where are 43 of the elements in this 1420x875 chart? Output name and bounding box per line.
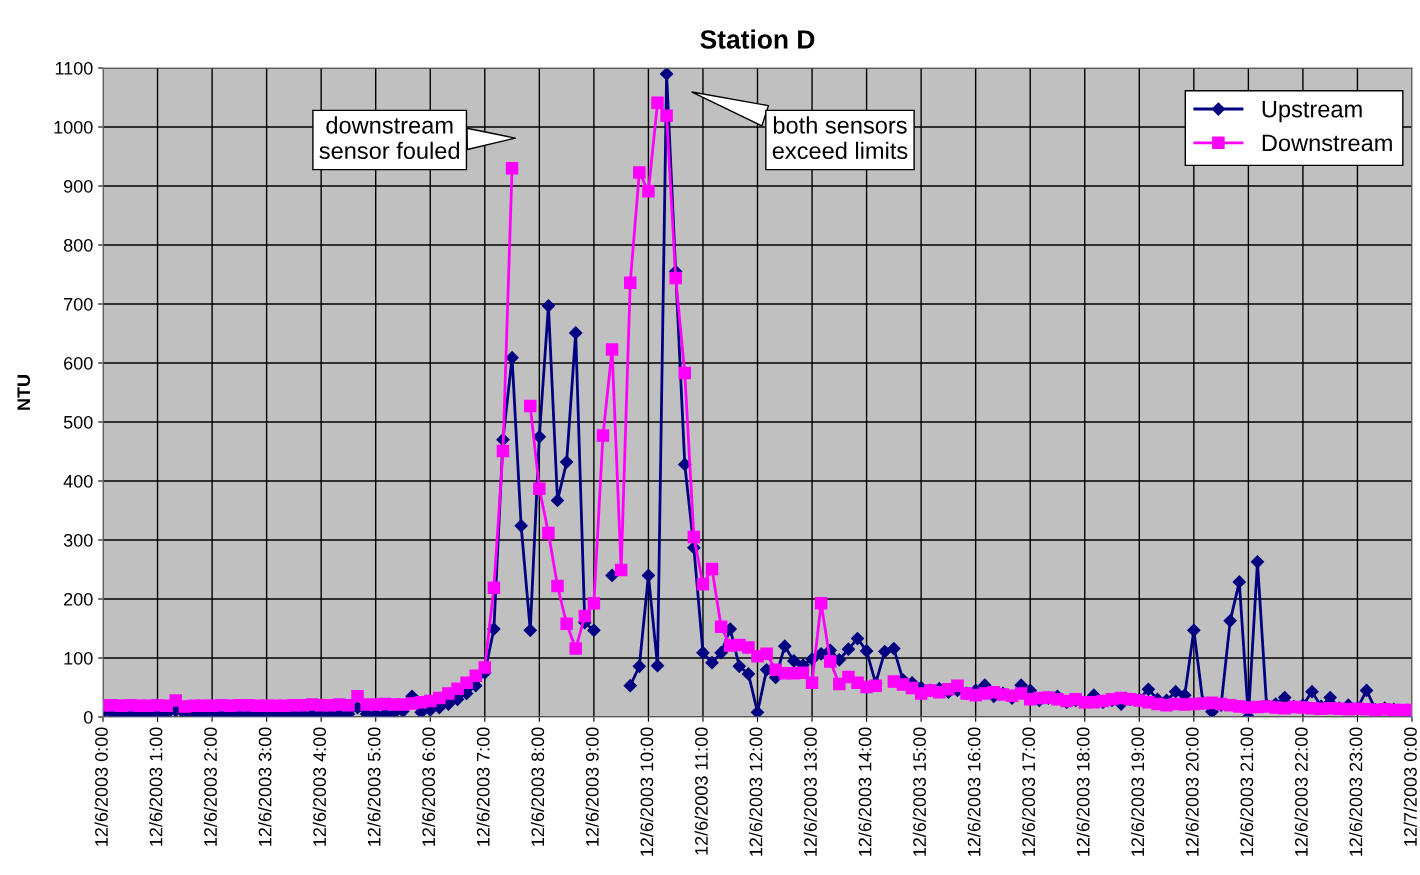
x-tick-label: 12/7/2003 0:00 [1403, 727, 1417, 846]
annotation: both sensors exceed limits [772, 116, 908, 160]
x-tick-label: 12/6/2003 18:00 [1076, 727, 1090, 856]
y-tick-label: 300 [63, 533, 93, 547]
x-tick-label: 12/6/2003 4:00 [312, 727, 327, 846]
x-tick-label: 12/6/2003 19:00 [1130, 727, 1145, 856]
x-tick-label: 12/6/2003 17:00 [1021, 727, 1036, 856]
x-tick-label: 12/6/2003 1:00 [149, 727, 163, 846]
x-tick-label: 12/6/2003 12:00 [749, 727, 763, 856]
x-tick-label: 12/6/2003 15:00 [912, 727, 926, 856]
annotation: downstream sensor fouled [319, 116, 460, 160]
x-tick-label: 12/6/2003 0:00 [94, 727, 108, 846]
x-tick-label: 12/6/2003 20:00 [1185, 727, 1199, 856]
x-tick-label: 12/6/2003 6:00 [421, 727, 436, 846]
x-tick-label: 12/6/2003 3:00 [258, 727, 272, 846]
y-tick-label: 1100 [55, 61, 93, 75]
x-tick-label: 12/6/2003 2:00 [203, 727, 217, 846]
y-tick-label: 200 [64, 592, 93, 606]
x-tick-label: 12/6/2003 16:00 [967, 727, 981, 856]
legend-label: Upstream [1262, 101, 1362, 123]
x-tick-label: 12/6/2003 8:00 [530, 727, 545, 846]
y-tick-label: 0 [83, 710, 93, 724]
chart-title: Station D [700, 29, 815, 49]
y-axis-title: NTU [17, 375, 31, 410]
x-tick-label: 12/6/2003 23:00 [1349, 727, 1363, 856]
legend-label: Downstream [1262, 134, 1392, 152]
y-tick-label: 900 [64, 179, 93, 193]
y-tick-label: 500 [63, 415, 93, 429]
x-tick-label: 12/6/2003 5:00 [367, 727, 381, 846]
y-tick-label: 800 [63, 238, 93, 252]
x-tick-label: 12/6/2003 21:00 [1239, 727, 1254, 856]
y-tick-label: 1000 [54, 120, 93, 134]
y-tick-label: 600 [64, 356, 93, 370]
x-tick-label: 12/6/2003 13:00 [803, 727, 817, 856]
x-tick-label: 12/6/2003 10:00 [640, 727, 654, 856]
y-tick-label: 100 [64, 651, 93, 665]
y-tick-label: 400 [63, 474, 93, 488]
x-tick-label: 12/6/2003 11:00 [694, 727, 708, 855]
x-tick-label: 12/6/2003 14:00 [858, 727, 872, 856]
x-tick-label: 12/6/2003 9:00 [585, 727, 599, 846]
x-tick-label: 12/6/2003 7:00 [476, 727, 490, 846]
x-tick-label: 12/6/2003 22:00 [1294, 727, 1308, 856]
y-tick-label: 700 [64, 297, 93, 311]
